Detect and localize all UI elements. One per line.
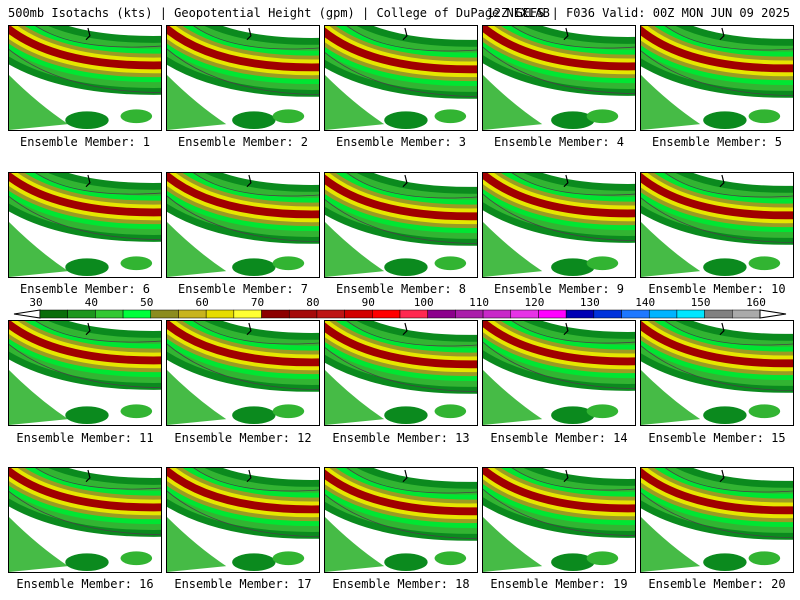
legend-tick-label: 110 [469,296,489,309]
legend-color-swatch [621,309,650,319]
legend-color-swatch [95,309,124,319]
ensemble-member-label: Ensemble Member: 17 [174,577,312,591]
ensemble-member-label: Ensemble Member: 4 [493,135,625,149]
ensemble-member-label: Ensemble Member: 1 [19,135,151,149]
legend-color-swatch [150,309,179,319]
legend-tick-label: 60 [195,296,209,309]
ensemble-member-map [640,25,794,131]
ensemble-member-map [8,320,162,426]
ensemble-member-map [482,467,636,573]
ensemble-member-map [640,320,794,426]
ensemble-member-label: Ensemble Member: 8 [335,282,467,296]
ensemble-member-map [8,467,162,573]
legend-tick-label: 100 [413,296,434,309]
legend-color-swatch [648,309,678,319]
ensemble-member-label: Ensemble Member: 19 [490,577,628,591]
legend-tick-label: 150 [690,296,711,309]
ensemble-member-map [324,320,478,426]
legend-color-swatch [67,309,96,319]
legend-color-swatch [399,309,428,319]
legend-tick-label: 50 [140,296,154,309]
ensemble-member-label: Ensemble Member: 2 [177,135,309,149]
legend-color-swatch [372,309,401,319]
legend-tick-label: 80 [306,296,320,309]
ensemble-member-label: Ensemble Member: 7 [177,282,309,296]
legend-color-swatch [593,309,622,319]
legend-color-swatch [732,309,761,319]
legend-tick-label: 140 [635,296,656,309]
ensemble-member-map [482,172,636,278]
ensemble-member-map [166,172,320,278]
ensemble-member-map [166,467,320,573]
ensemble-member-label: Ensemble Member: 3 [335,135,467,149]
ensemble-member-label: Ensemble Member: 10 [648,282,786,296]
ensemble-member-map [8,25,162,131]
legend-color-swatch [39,309,68,319]
legend-color-swatch [565,309,595,319]
ensemble-member-map [324,467,478,573]
legend-tick-label: 120 [524,296,545,309]
map-title: 500mb Isotachs (kts) | Geopotential Heig… [8,6,550,20]
ensemble-member-map [324,172,478,278]
ensemble-member-label: Ensemble Member: 11 [16,431,154,445]
legend-max-arrow [759,309,787,319]
ensemble-member-map [166,25,320,131]
legend-color-swatch [316,309,345,319]
legend-color-swatch [482,309,512,319]
ensemble-member-map [640,172,794,278]
ensemble-member-label: Ensemble Member: 18 [332,577,470,591]
ensemble-member-label: Ensemble Member: 14 [490,431,628,445]
ensemble-member-label: Ensemble Member: 6 [19,282,151,296]
ensemble-member-label: Ensemble Member: 13 [332,431,470,445]
model-run-info: 12Z GEFS | F036 Valid: 00Z MON JUN 09 20… [486,6,790,20]
legend-color-swatch [205,309,235,319]
ensemble-member-label: Ensemble Member: 16 [16,577,154,591]
legend-color-swatch [344,309,373,319]
legend-tick-label: 160 [746,296,766,309]
ensemble-member-label: Ensemble Member: 12 [174,431,312,445]
ensemble-member-label: Ensemble Member: 9 [493,282,625,296]
ensemble-member-label: Ensemble Member: 15 [648,431,786,445]
legend-color-swatch [455,309,484,319]
ensemble-member-map [482,25,636,131]
legend-tick-label: 40 [84,296,98,309]
ensemble-member-map [8,172,162,278]
legend-tick-label: 90 [361,296,375,309]
ensemble-member-label: Ensemble Member: 5 [651,135,783,149]
legend-color-swatch [233,309,262,319]
legend-color-swatch [704,309,733,319]
legend-min-arrow [13,309,41,319]
ensemble-member-label: Ensemble Member: 20 [648,577,786,591]
ensemble-member-map [166,320,320,426]
legend-color-swatch [122,309,152,319]
legend-tick-label: 30 [29,296,43,309]
legend-color-swatch [288,309,318,319]
legend-color-swatch [261,309,290,319]
legend-color-swatch [538,309,567,319]
ensemble-member-map [324,25,478,131]
isotach-color-legend [13,309,787,319]
legend-color-swatch [178,309,207,319]
legend-tick-label: 130 [579,296,600,309]
ensemble-member-map [482,320,636,426]
legend-color-swatch [676,309,705,319]
legend-color-swatch [510,309,539,319]
legend-tick-label: 70 [250,296,265,309]
ensemble-member-map [640,467,794,573]
legend-color-swatch [427,309,456,319]
